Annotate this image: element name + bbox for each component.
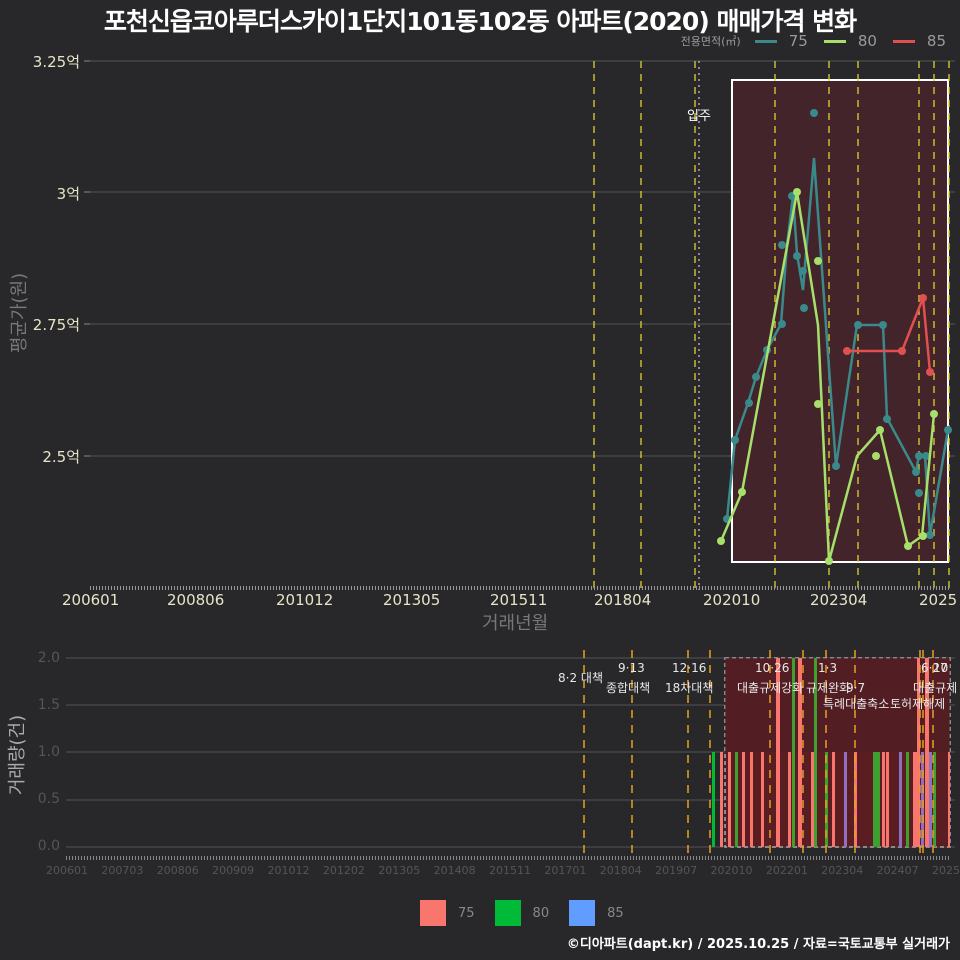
policy-label: 8·2 대책 xyxy=(558,670,603,685)
vol-xtick-label: 201202 xyxy=(322,864,365,877)
vol-xtick-label: 201408 xyxy=(433,864,476,877)
xtick-label: 202304 xyxy=(810,591,868,609)
vol-xtick-label: 202201 xyxy=(765,864,808,877)
vol-xtick-label: 200806 xyxy=(156,864,199,877)
policy-label: 특례대출축소 xyxy=(823,697,889,711)
legend-swatch-80 xyxy=(823,39,846,43)
price-chart: 입주 xyxy=(84,60,955,590)
vol-xtick-label: 202304 xyxy=(821,864,864,877)
vol-xtick-label: 200601 xyxy=(46,864,88,877)
vol-xtick-label: 201701 xyxy=(544,864,587,877)
legend-label-80: 80 xyxy=(532,905,550,921)
policy-label: 토허제해제 xyxy=(890,697,945,711)
policy-label: 대출규제강화 xyxy=(737,681,803,695)
xtick-label: 201511 xyxy=(490,591,548,609)
policy-label: 12·16 xyxy=(672,661,706,675)
policy-label: 1·3 xyxy=(818,661,837,675)
legend-label-75: 75 xyxy=(788,32,808,50)
vol-xtick-label: 201511 xyxy=(489,864,531,877)
policy-label: 종합대책 xyxy=(606,680,650,695)
vol-xtick-label: 202010 xyxy=(710,864,753,877)
highlight-region xyxy=(731,79,949,563)
vol-xtick-label: 201907 xyxy=(655,864,698,877)
vol-ytick-label: 2.0 xyxy=(37,650,60,666)
xtick-label: 2025 xyxy=(919,591,958,609)
volume-legend: 75 80 85 xyxy=(420,900,644,926)
xtick-label: 201012 xyxy=(276,591,334,609)
vol-ytick-label: 1.5 xyxy=(37,697,60,713)
volume-x-axis: 200601 200703 200806 200909 201012 20120… xyxy=(46,864,960,877)
policy-label: 6·27 xyxy=(921,661,948,675)
xtick-label: 202010 xyxy=(703,591,761,609)
xtick-label: 201305 xyxy=(383,591,441,609)
legend-swatch-75 xyxy=(420,900,446,926)
xtick-label: 200601 xyxy=(62,591,120,609)
price-legend: 전용면적(㎡) 75 80 85 xyxy=(681,32,952,50)
vol-xtick-label: 2025 xyxy=(932,864,960,877)
vol-xtick-label: 200703 xyxy=(101,864,144,877)
vol-xtick-label: 201305 xyxy=(378,864,421,877)
policy-label: 10·26 xyxy=(755,661,789,675)
ytick-label: 2.5억 xyxy=(42,448,80,466)
legend-label-85: 85 xyxy=(926,32,946,50)
legend-swatch-80 xyxy=(494,900,521,926)
xtick-label: 201804 xyxy=(594,591,652,609)
policy-label: 9·13 xyxy=(618,661,645,675)
policy-label: 대출규제 xyxy=(913,681,957,695)
vol-xtick-label: 200909 xyxy=(212,864,255,877)
legend-label-75: 75 xyxy=(458,905,475,921)
vol-xtick-label: 201804 xyxy=(599,864,642,877)
legend-title: 전용면적(㎡) xyxy=(680,35,741,48)
policy-label: 18차대책 xyxy=(665,680,713,695)
legend-swatch-85 xyxy=(569,900,596,926)
legend-swatch-85 xyxy=(892,39,915,43)
ytick-label: 3억 xyxy=(56,185,80,203)
legend-label-80: 80 xyxy=(857,32,877,50)
chart-title: 포천신읍코아루더스카이1단지101동102동 아파트(2020) 매매가격 변화 xyxy=(103,7,857,36)
legend-label-85: 85 xyxy=(607,905,624,921)
vol-xtick-label: 202407 xyxy=(876,864,919,877)
ytick-label: 2.75억 xyxy=(32,316,80,334)
footer-credit: ©디아파트(dapt.kr) / 2025.10.25 / 자료=국토교통부 실… xyxy=(566,937,950,952)
ytick-label: 3.25억 xyxy=(32,53,80,71)
move-in-annotation: 입주 xyxy=(687,109,711,124)
policy-label: 9·7 xyxy=(846,681,865,695)
volume-chart: 8·2 대책 9·13 종합대책 12·16 18차대책 10·26 대출규제강… xyxy=(66,650,957,860)
xtick-label: 200806 xyxy=(167,591,225,609)
price-x-axis-title: 거래년월 xyxy=(482,613,549,634)
vol-ytick-label: 0.0 xyxy=(37,838,60,854)
legend-swatch-75 xyxy=(754,39,777,43)
vol-ytick-label: 1.0 xyxy=(37,744,60,760)
policy-label: 10 xyxy=(933,661,948,675)
vol-xtick-label: 201012 xyxy=(267,864,310,877)
policy-label: 규제완화 xyxy=(806,681,850,695)
vol-ytick-label: 0.5 xyxy=(37,791,60,807)
